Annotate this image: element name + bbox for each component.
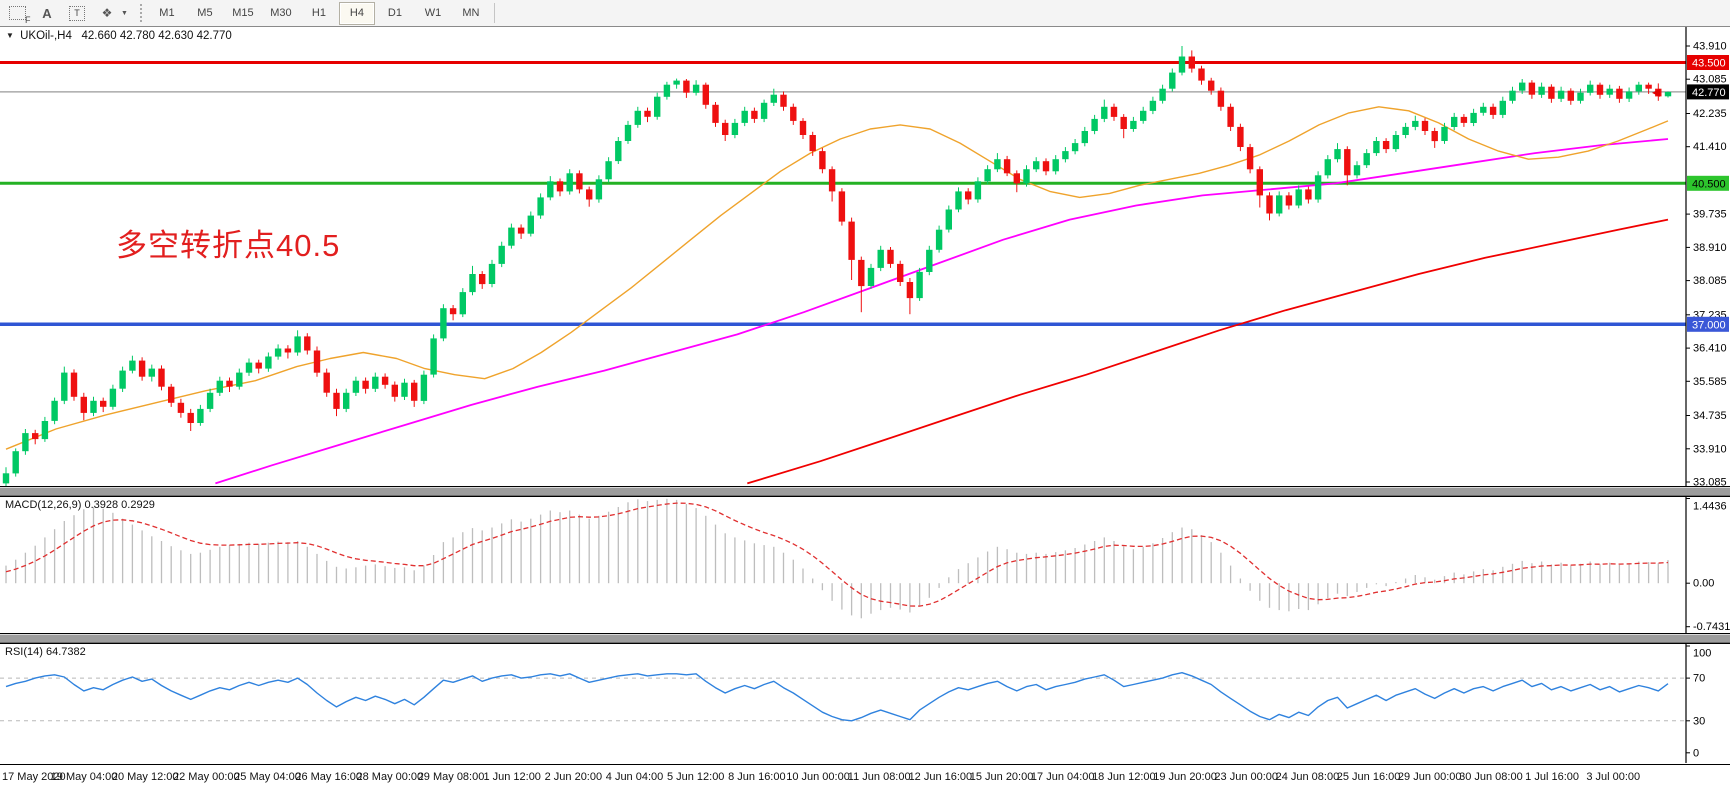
time-label: 11 Jun 08:00 — [847, 771, 911, 783]
last-price-arrow — [1652, 88, 1660, 97]
time-label: 24 Jun 08:00 — [1275, 771, 1340, 783]
time-label: 17 Jun 04:00 — [1030, 771, 1095, 783]
time-label: 12 Jun 16:00 — [908, 771, 973, 783]
time-label: 29 May 08:00 — [417, 771, 485, 783]
candlestick-chart[interactable]: 43.910 43.085 42.235 41.410 39.735 38.910 38.0… — [0, 27, 1730, 486]
time-label: 2 Jun 20:00 — [544, 771, 603, 783]
svg-text:0: 0 — [1693, 747, 1699, 759]
price-badge-37.000 — [1687, 316, 1729, 332]
time-label: 20 May 12:00 — [111, 771, 179, 783]
svg-text:38.085: 38.085 — [1693, 275, 1727, 287]
panel-splitter[interactable] — [0, 634, 1730, 643]
time-label: 29 Jun 00:00 — [1397, 771, 1462, 783]
arrows-tool-icon[interactable]: ❖ — [101, 6, 113, 20]
svg-text:-0.7431: -0.7431 — [1693, 621, 1730, 633]
time-label: 8 Jun 16:00 — [728, 771, 786, 783]
svg-text:33.910: 33.910 — [1693, 443, 1727, 455]
svg-text:43.500: 43.500 — [1692, 58, 1726, 70]
time-label: 17 May 2020 — [2, 771, 66, 783]
chevron-down-icon[interactable]: ▼ — [121, 9, 128, 17]
time-label: 19 May 04:00 — [50, 771, 118, 783]
svg-text:38.910: 38.910 — [1693, 242, 1727, 254]
time-label: 26 May 16:00 — [295, 771, 362, 783]
timeframe-button-m30[interactable]: M30 — [270, 7, 292, 19]
timeframe-button-m15[interactable]: M15 — [232, 7, 254, 19]
svg-text:42.770: 42.770 — [1692, 87, 1726, 99]
timeframe-button-d1[interactable]: D1 — [387, 7, 402, 19]
time-label: 1 Jul 16:00 — [1525, 771, 1579, 783]
toolbar-separator — [493, 3, 495, 23]
price-badge-43.500 — [1687, 55, 1729, 70]
rsi-label: RSI(14) 64.7382 — [5, 646, 86, 658]
toolbar: F A T ❖ ▼ M1 M5 M15 M30 H1 H4 D1 W1 MN — [0, 0, 1730, 27]
time-label: 19 Jun 20:00 — [1153, 771, 1217, 783]
time-axis[interactable]: 17 May 2020 19 May 04:00 20 May 12:00 22 Ma… — [0, 764, 1730, 791]
timeframe-button-h1[interactable]: H1 — [311, 7, 326, 19]
chevron-down-icon[interactable]: ▼ — [6, 31, 14, 40]
macd-label: MACD(12,26,9) 0.3928 0.2929 — [5, 499, 155, 511]
time-label: 28 May 00:00 — [356, 771, 424, 783]
svg-text:36.410: 36.410 — [1693, 343, 1727, 355]
timeframe-buttons: M1 M5 M15 M30 H1 H4 D1 W1 MN — [148, 1, 490, 25]
text-box-icon[interactable]: T — [64, 2, 90, 24]
svg-text:100: 100 — [1693, 648, 1711, 660]
svg-text:70: 70 — [1693, 673, 1705, 685]
main-chart-panel[interactable]: 43.910 43.085 42.235 41.410 39.735 38.910 38.0… — [0, 27, 1730, 487]
svg-text:41.410: 41.410 — [1693, 141, 1727, 153]
svg-text:30: 30 — [1693, 715, 1705, 727]
timeframe-button-w1[interactable]: W1 — [424, 7, 442, 19]
time-label: 1 Jun 12:00 — [483, 771, 541, 783]
pivot-annotation: 多空转折点40.5 — [116, 228, 341, 263]
rsi-panel[interactable]: 100 70 30 0 RSI(14) 64.7382 — [0, 643, 1730, 764]
macd-panel[interactable]: 1.4436 0.00 -0.7431 MACD(12,26,9) 0.3928 0… — [0, 496, 1730, 634]
time-label: 22 May 00:00 — [173, 771, 240, 783]
timeframe-button-m1[interactable]: M1 — [159, 7, 175, 19]
rsi-chart[interactable]: 100 70 30 0 — [0, 644, 1730, 763]
time-label: 4 Jun 04:00 — [605, 771, 664, 783]
svg-text:37.000: 37.000 — [1692, 319, 1726, 331]
svg-text:34.735: 34.735 — [1693, 410, 1727, 422]
time-label: 15 Jun 20:00 — [969, 771, 1034, 783]
time-label: 18 Jun 12:00 — [1092, 771, 1156, 783]
symbol-period-label: UKOil-,H4 — [20, 30, 72, 42]
svg-text:43.910: 43.910 — [1693, 41, 1727, 53]
price-badge-40.500 — [1687, 175, 1729, 191]
svg-text:43.085: 43.085 — [1693, 74, 1727, 86]
toolbar-grip[interactable] — [139, 4, 142, 22]
svg-text:35.585: 35.585 — [1693, 376, 1727, 388]
time-label: 10 Jun 00:00 — [786, 771, 850, 783]
timeframe-button-mn[interactable]: MN — [462, 7, 480, 19]
text-label-icon[interactable]: A — [42, 5, 52, 21]
chart-info: ▼ UKOil-,H4 42.660 42.780 42.630 42.770 — [6, 30, 232, 42]
macd-chart[interactable]: 1.4436 0.00 -0.7431 — [0, 497, 1730, 633]
timeframe-button-h4[interactable]: H4 — [338, 1, 375, 25]
svg-text:40.500: 40.500 — [1692, 178, 1726, 190]
ohlc-readout: 42.660 42.780 42.630 42.770 — [81, 30, 232, 42]
time-label: 25 Jun 16:00 — [1336, 771, 1401, 783]
time-label: 23 Jun 00:00 — [1214, 771, 1279, 783]
time-label: 30 Jun 08:00 — [1459, 771, 1523, 783]
time-label: 5 Jun 12:00 — [666, 771, 725, 783]
svg-text:1.4436: 1.4436 — [1693, 501, 1727, 513]
svg-text:42.235: 42.235 — [1693, 108, 1727, 120]
timeframe-button-m5[interactable]: M5 — [197, 7, 213, 19]
svg-text:0.00: 0.00 — [1693, 578, 1714, 590]
time-label: 3 Jul 00:00 — [1586, 771, 1641, 783]
fibo-tool-icon[interactable]: F — [4, 2, 31, 25]
svg-text:33.085: 33.085 — [1693, 477, 1727, 487]
panel-splitter[interactable] — [0, 487, 1730, 496]
price-badge-42.770 — [1687, 84, 1729, 100]
svg-text:39.735: 39.735 — [1693, 209, 1727, 221]
time-label: 25 May 04:00 — [234, 771, 301, 783]
